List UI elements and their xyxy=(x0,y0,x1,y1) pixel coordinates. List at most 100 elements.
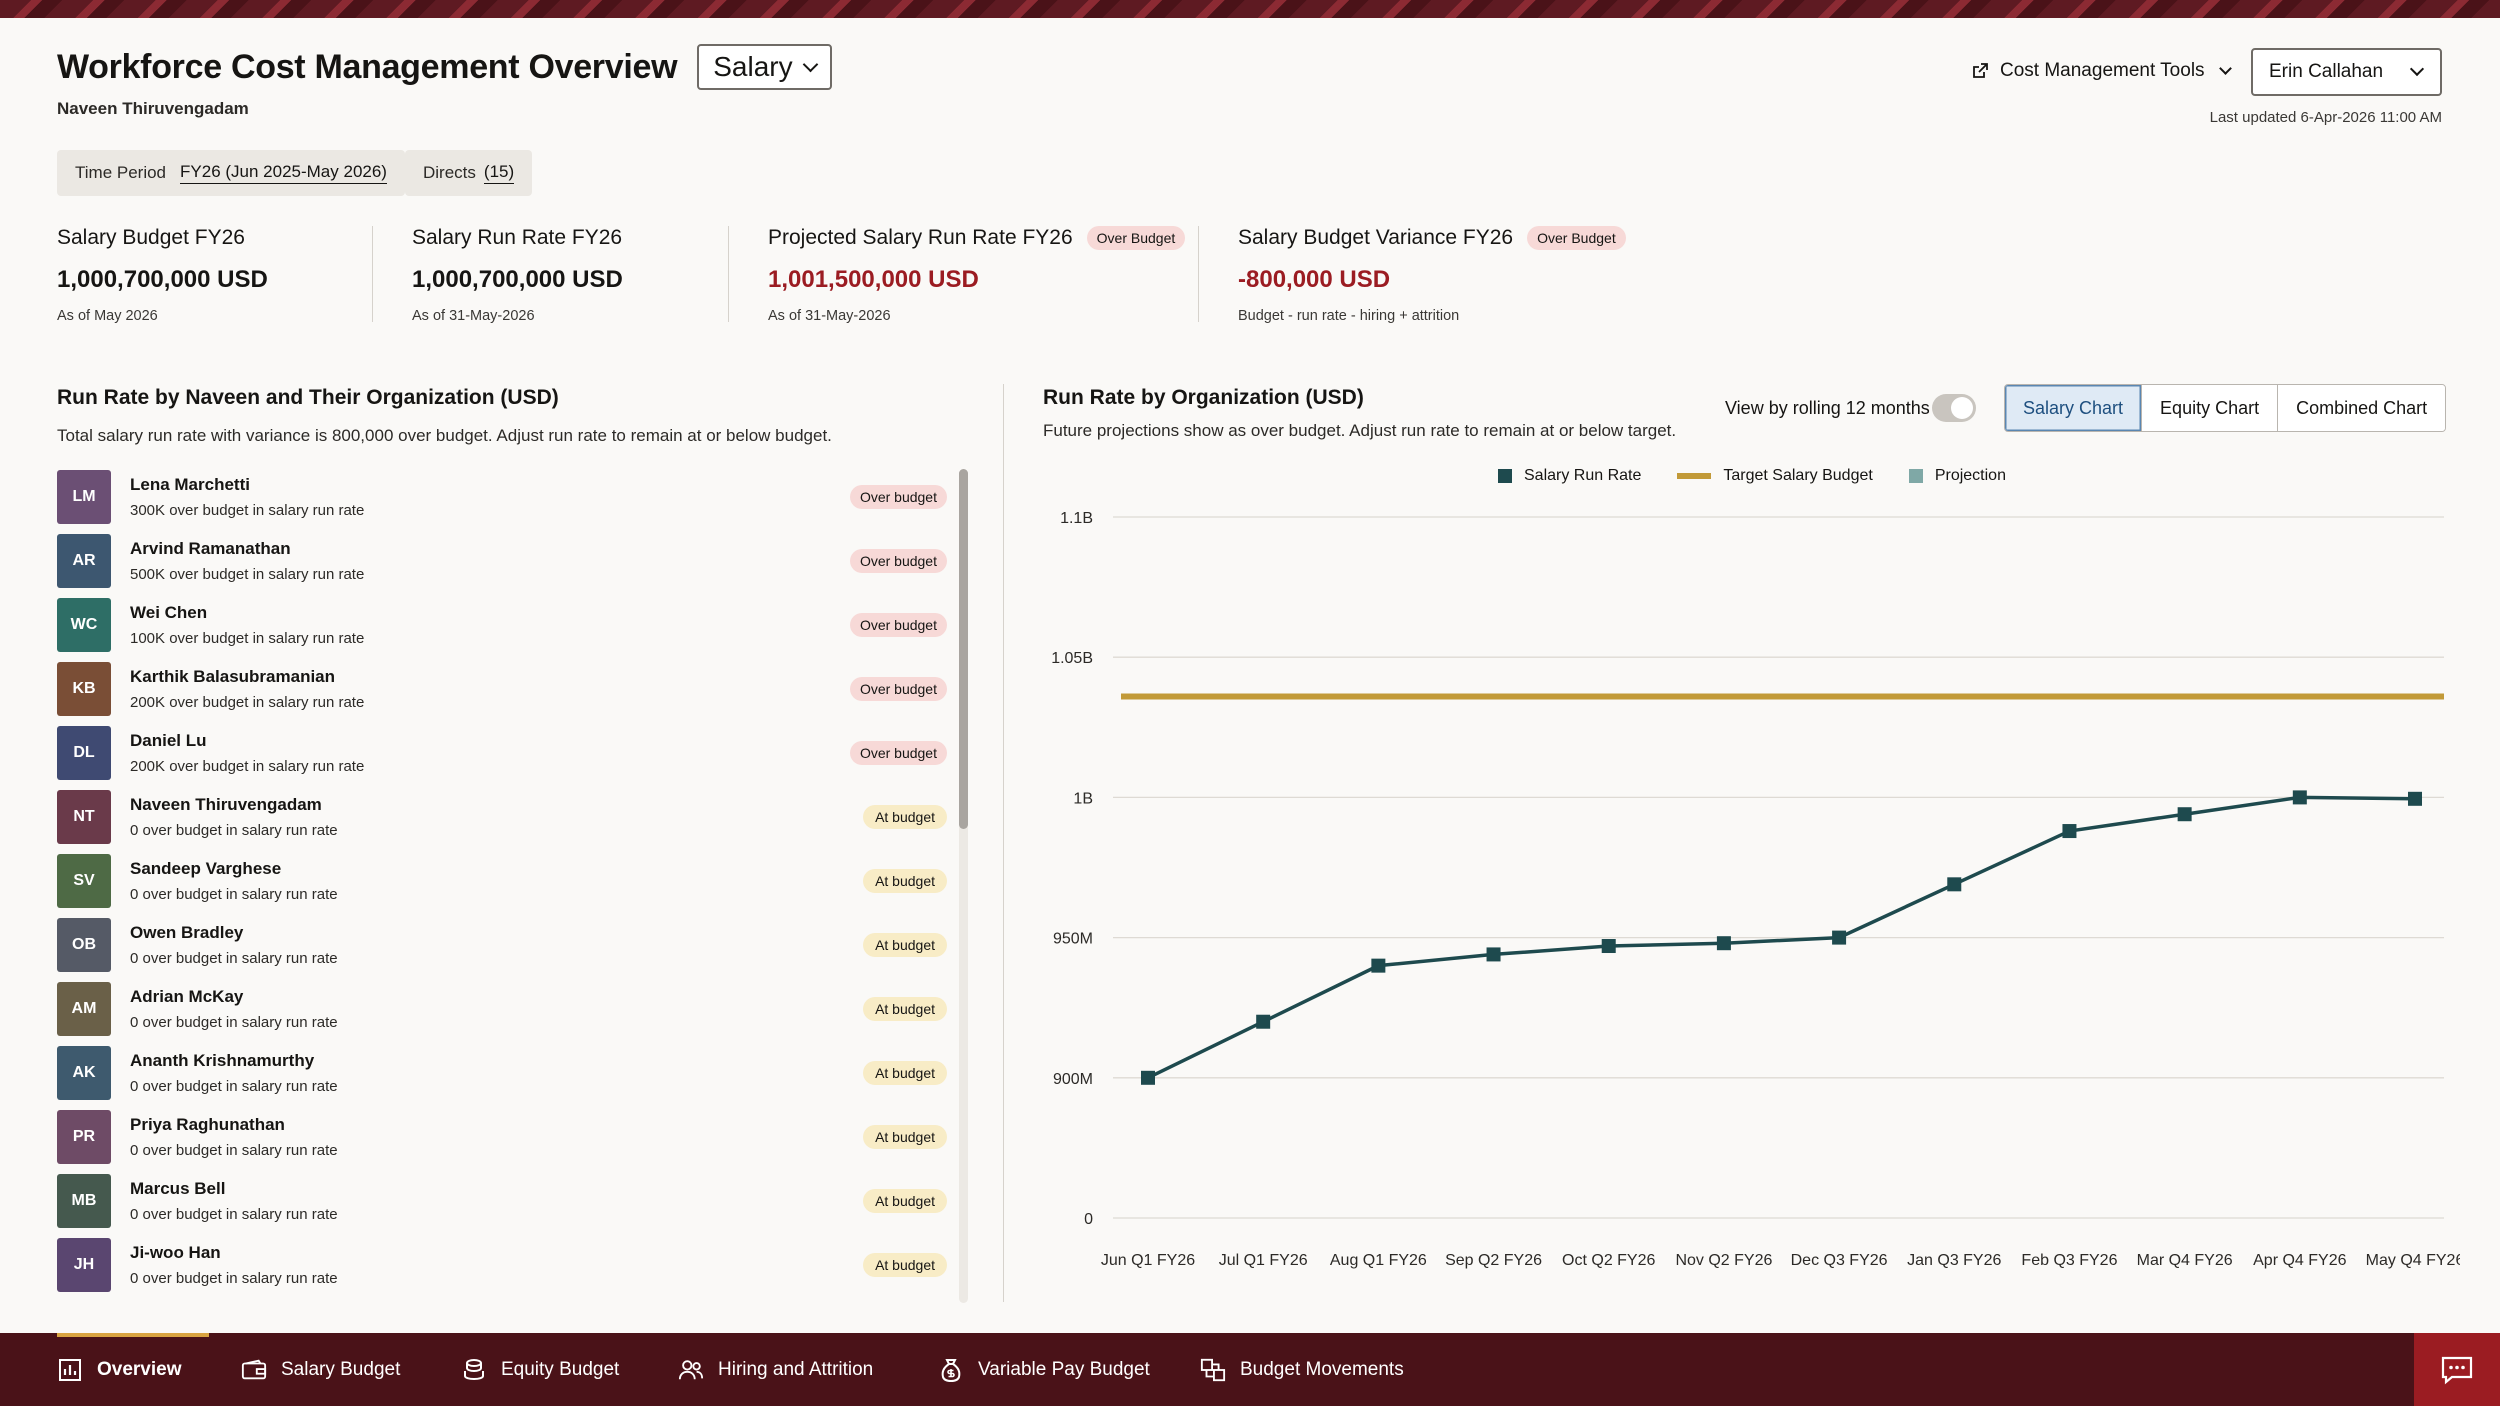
kpi-budget-variance: Salary Budget Variance FY26 Over Budget … xyxy=(1238,226,1626,324)
legend-swatch xyxy=(1908,469,1923,483)
person-name: Arvind Ramanathan xyxy=(130,539,291,558)
left-panel-title: Run Rate by Naveen and Their Organizatio… xyxy=(57,386,559,409)
nav-salary-budget[interactable]: Salary Budget xyxy=(241,1333,400,1406)
status-badge: At budget xyxy=(863,1189,947,1213)
right-panel-title: Run Rate by Organization (USD) xyxy=(1043,386,1364,409)
list-item[interactable]: KB Karthik Balasubramanian 200K over budge… xyxy=(57,661,947,717)
x-tick-label: May Q4 FY26 xyxy=(2366,1252,2460,1269)
legend-swatch xyxy=(1677,473,1712,479)
kpi-divider xyxy=(1198,226,1199,322)
status-badge: At budget xyxy=(863,997,947,1021)
rolling-12-months-toggle[interactable] xyxy=(1932,394,1976,422)
transfer-icon xyxy=(1200,1357,1226,1383)
directs-value: (15) xyxy=(483,162,515,184)
page-title: Workforce Cost Management Overview xyxy=(57,47,678,86)
list-scrollbar-track[interactable] xyxy=(959,469,968,1303)
chevron-down-icon xyxy=(2409,61,2425,77)
list-item[interactable]: DL Daniel Lu 200K over budget in salary ru… xyxy=(57,725,947,781)
data-point xyxy=(2292,790,2307,805)
legend-swatch xyxy=(1498,469,1512,483)
time-period-value: FY26 (Jun 2025-May 2026) xyxy=(180,162,387,184)
external-link-icon xyxy=(1973,63,1988,78)
tab-salary-chart[interactable]: Salary Chart xyxy=(2005,385,2143,431)
nav-budget-movements[interactable]: Budget Movements xyxy=(1200,1333,1404,1406)
x-tick-label: Mar Q4 FY26 xyxy=(2137,1252,2233,1269)
time-period-filter[interactable]: Time Period FY26 (Jun 2025-May 2026) xyxy=(57,150,405,196)
tab-equity-chart[interactable]: Equity Chart xyxy=(2142,385,2279,431)
nav-overview[interactable]: Overview xyxy=(57,1333,209,1406)
kpi-divider xyxy=(372,226,373,322)
directs-label: Directs xyxy=(423,163,476,182)
kpi-value: 1,001,500,000 USD xyxy=(768,266,979,293)
x-tick-label: Oct Q2 FY26 xyxy=(1562,1252,1655,1269)
person-info: Adrian McKay 0 over budget in salary run … xyxy=(130,987,863,1031)
list-item[interactable]: JH Ji-woo Han 0 over budget in salary run … xyxy=(57,1237,947,1293)
avatar: AR xyxy=(57,534,111,588)
person-variance: 0 over budget in salary run rate xyxy=(130,1270,338,1287)
person-name: Ji-woo Han xyxy=(130,1243,221,1262)
legend-label: Salary Run Rate xyxy=(1524,467,1642,484)
time-period-label: Time Period xyxy=(75,163,167,182)
kpi-note: As of May 2026 xyxy=(57,308,158,324)
over-budget-badge: Over Budget xyxy=(1086,226,1186,250)
person-name: Priya Raghunathan xyxy=(130,1115,285,1134)
avatar: AK xyxy=(57,1046,111,1100)
list-item[interactable]: AR Arvind Ramanathan 500K over budget in s… xyxy=(57,533,947,589)
list-item[interactable]: WC Wei Chen 100K over budget in salary run… xyxy=(57,597,947,653)
person-name: Ananth Krishnamurthy xyxy=(130,1051,315,1070)
person-variance: 500K over budget in salary run rate xyxy=(130,566,365,583)
view-select-value: Salary xyxy=(713,51,793,82)
person-name: Daniel Lu xyxy=(130,731,207,750)
status-badge: Over budget xyxy=(849,677,947,701)
kpi-label-row: Projected Salary Run Rate FY26 Over Budg… xyxy=(768,226,1186,250)
nav-label: Variable Pay Budget xyxy=(978,1358,1150,1380)
data-point xyxy=(1486,947,1501,962)
person-variance: 200K over budget in salary run rate xyxy=(130,694,365,711)
panel-divider xyxy=(1003,384,1004,1302)
status-badge: At budget xyxy=(863,1253,947,1277)
list-item[interactable]: PR Priya Raghunathan 0 over budget in sala… xyxy=(57,1109,947,1165)
person-info: Karthik Balasubramanian 200K over budget … xyxy=(130,667,850,711)
list-item[interactable]: MB Marcus Bell 0 over budget in salary run… xyxy=(57,1173,947,1229)
x-tick-label: Sep Q2 FY26 xyxy=(1445,1252,1542,1269)
toggle-knob xyxy=(1951,397,1973,419)
nav-equity-budget[interactable]: Equity Budget xyxy=(461,1333,619,1406)
nav-label: Equity Budget xyxy=(501,1358,620,1380)
list-item[interactable]: AM Adrian McKay 0 over budget in salary ru… xyxy=(57,981,947,1037)
data-point xyxy=(2062,824,2077,839)
kpi-label: Salary Budget FY26 xyxy=(57,226,245,249)
person-variance: 0 over budget in salary run rate xyxy=(130,886,338,903)
list-item[interactable]: AK Ananth Krishnamurthy 0 over budget in s… xyxy=(57,1045,947,1101)
chat-button[interactable] xyxy=(2414,1333,2500,1406)
directs-filter[interactable]: Directs (15) xyxy=(405,150,533,196)
legend-label: Projection xyxy=(1934,467,2006,484)
list-scrollbar-thumb[interactable] xyxy=(959,469,968,829)
list-item[interactable]: SV Sandeep Varghese 0 over budget in salar… xyxy=(57,853,947,909)
nav-hiring-attrition[interactable]: Hiring and Attrition xyxy=(678,1333,873,1406)
over-budget-badge: Over Budget xyxy=(1527,226,1626,250)
status-badge: Over budget xyxy=(849,549,947,573)
list-item[interactable]: NT Naveen Thiruvengadam 0 over budget in s… xyxy=(57,789,947,845)
chevron-down-icon xyxy=(2218,61,2232,75)
legend-item-target-budget: Target Salary Budget xyxy=(1677,467,1873,485)
kpi-divider xyxy=(728,226,729,322)
status-badge: At budget xyxy=(863,805,947,829)
cost-management-tools-link[interactable]: Cost Management Tools xyxy=(1970,60,2232,82)
data-point xyxy=(1256,1014,1271,1029)
user-select[interactable]: Erin Callahan xyxy=(2251,48,2442,96)
list-item[interactable]: LM Lena Marchetti 300K over budget in sala… xyxy=(57,469,947,525)
wallet-icon xyxy=(241,1357,267,1383)
y-tick-label: 1.1B xyxy=(1060,510,1093,527)
x-tick-label: Jul Q1 FY26 xyxy=(1219,1252,1308,1269)
nav-variable-pay-budget[interactable]: Variable Pay Budget xyxy=(938,1333,1150,1406)
tab-combined-chart[interactable]: Combined Chart xyxy=(2278,385,2446,431)
kpi-value: 1,000,700,000 USD xyxy=(57,266,268,293)
list-item[interactable]: OB Owen Bradley 0 over budget in salary ru… xyxy=(57,917,947,973)
person-info: Priya Raghunathan 0 over budget in salary… xyxy=(130,1115,863,1159)
user-select-value: Erin Callahan xyxy=(2269,61,2384,82)
avatar: WC xyxy=(57,598,111,652)
person-name: Naveen Thiruvengadam xyxy=(130,795,322,814)
y-tick-label: 900M xyxy=(1053,1071,1093,1088)
tools-link-label: Cost Management Tools xyxy=(2000,60,2205,81)
view-select[interactable]: Salary xyxy=(697,44,832,90)
